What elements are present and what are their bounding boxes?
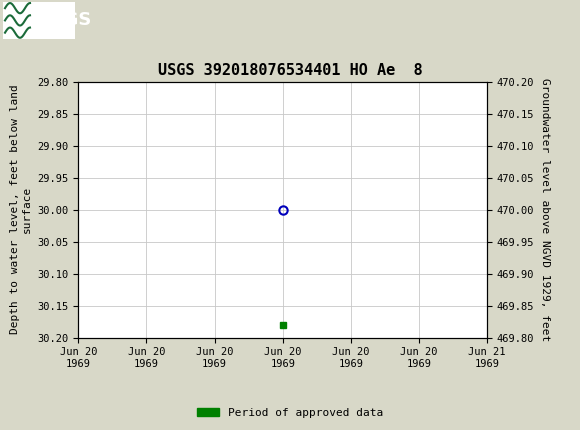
Legend: Period of approved data: Period of approved data: [193, 403, 387, 422]
Y-axis label: Depth to water level, feet below land
surface: Depth to water level, feet below land su…: [10, 85, 32, 335]
Text: USGS 392018076534401 HO Ae  8: USGS 392018076534401 HO Ae 8: [158, 64, 422, 78]
Y-axis label: Groundwater level above NGVD 1929, feet: Groundwater level above NGVD 1929, feet: [540, 78, 550, 341]
Bar: [3, 2, 75, 39]
Text: USGS: USGS: [36, 12, 92, 29]
